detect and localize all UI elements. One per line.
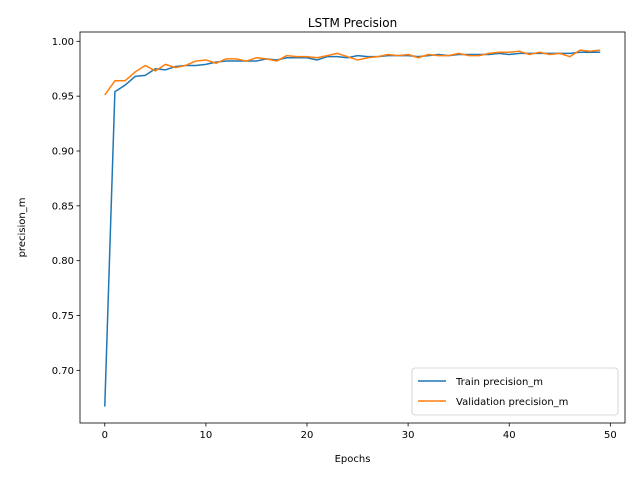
chart-title: LSTM Precision	[308, 16, 397, 30]
y-tick-label: 0.85	[52, 201, 74, 212]
x-tick-label: 0	[102, 430, 108, 441]
y-tick-label: 0.80	[52, 256, 74, 267]
y-tick-label: 0.70	[52, 366, 74, 377]
y-tick-label: 0.90	[52, 147, 74, 158]
x-axis-label: Epochs	[335, 454, 371, 465]
x-tick-label: 30	[402, 430, 415, 441]
plot-frame	[79, 31, 626, 424]
legend-label: Train precision_m	[455, 377, 543, 388]
x-tick-label: 40	[503, 430, 516, 441]
y-tick-label: 0.75	[52, 311, 74, 322]
legend-label: Validation precision_m	[456, 397, 568, 408]
series-line-train	[104, 51, 601, 407]
y-axis: 0.70 0.75 0.80 0.85 0.90 0.95 1.00	[52, 37, 80, 377]
plot-marks	[104, 49, 601, 407]
legend: Train precision_m Validation precision_m	[411, 367, 619, 416]
y-tick-label: 0.95	[52, 92, 74, 103]
x-tick-label: 10	[200, 430, 213, 441]
x-axis: 0 10 20 30 40 50	[102, 423, 617, 441]
legend-box	[411, 367, 619, 416]
y-axis-label: precision_m	[17, 198, 28, 258]
series-line-validation	[104, 49, 601, 96]
x-tick-label: 20	[301, 430, 314, 441]
y-tick-label: 1.00	[52, 37, 74, 48]
x-tick-label: 50	[604, 430, 617, 441]
